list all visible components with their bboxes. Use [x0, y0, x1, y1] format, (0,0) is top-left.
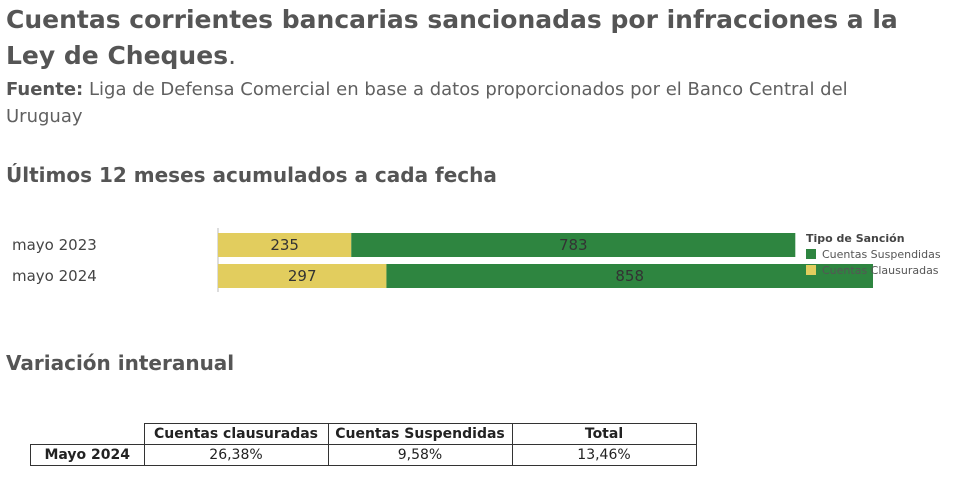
- bar-segment-suspendidas: [351, 233, 796, 257]
- source-label: Fuente:: [6, 79, 84, 100]
- section-title-accumulated: Últimos 12 meses acumulados a cada fecha: [6, 163, 497, 187]
- table-row: Mayo 2024 26,38% 9,58% 13,46%: [30, 444, 697, 466]
- bar-segment-clausuradas: [218, 264, 387, 288]
- table-header-total: Total: [511, 423, 697, 445]
- legend-label-suspendidas: Cuentas Suspendidas: [822, 248, 941, 261]
- table-header-clausuradas: Cuentas clausuradas: [143, 423, 329, 445]
- stacked-bar-chart: mayo 2023 235 783 mayo 2024 297 858 Tipo de Sa…: [12, 228, 941, 292]
- legend-swatch-clausuradas: [806, 265, 816, 275]
- source-note: Fuente: Liga de Defensa Comercial en bas…: [6, 76, 906, 130]
- table-cell-clausuradas: 26,38%: [143, 444, 329, 466]
- bar-segment-suspendidas: [386, 264, 873, 288]
- table-row-label: Mayo 2024: [30, 444, 145, 466]
- category-label: mayo 2023: [12, 236, 97, 254]
- table-header-suspendidas: Cuentas Suspendidas: [327, 423, 513, 445]
- table-cell-total: 13,46%: [511, 444, 697, 466]
- chart-title: Cuentas corrientes bancarias sancionadas…: [6, 5, 898, 70]
- data-label: 858: [615, 267, 644, 285]
- source-text: Liga de Defensa Comercial en base a dato…: [6, 79, 848, 127]
- table-corner-cell: [30, 423, 145, 445]
- category-label: mayo 2024: [12, 267, 97, 285]
- table-cell-suspendidas: 9,58%: [327, 444, 513, 466]
- table-header-row: Cuentas clausuradas Cuentas Suspendidas …: [30, 423, 697, 445]
- variation-table: Cuentas clausuradas Cuentas Suspendidas …: [30, 423, 697, 466]
- legend-swatch-suspendidas: [806, 249, 816, 259]
- data-label: 235: [270, 236, 299, 254]
- legend-label-clausuradas: Cuentas Clausuradas: [822, 264, 939, 277]
- legend-title: Tipo de Sanción: [806, 232, 905, 245]
- data-label: 297: [288, 267, 317, 285]
- section-title-variation: Variación interanual: [6, 351, 235, 375]
- data-label: 783: [559, 236, 588, 254]
- bar-segment-clausuradas: [218, 233, 352, 257]
